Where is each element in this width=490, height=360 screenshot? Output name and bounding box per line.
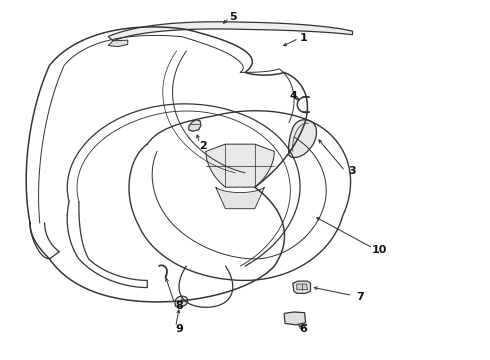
Text: 7: 7	[356, 292, 364, 302]
Polygon shape	[206, 144, 274, 187]
Polygon shape	[175, 296, 188, 306]
Polygon shape	[216, 187, 265, 209]
Text: 10: 10	[372, 245, 387, 255]
Text: 8: 8	[175, 301, 183, 311]
Polygon shape	[189, 120, 201, 131]
Polygon shape	[289, 120, 317, 157]
Text: 9: 9	[175, 324, 183, 334]
Polygon shape	[293, 281, 311, 293]
Polygon shape	[301, 325, 307, 328]
Polygon shape	[108, 22, 352, 41]
Text: 6: 6	[300, 324, 308, 334]
Text: 2: 2	[199, 141, 207, 151]
Text: 5: 5	[229, 12, 237, 22]
Text: 3: 3	[349, 166, 356, 176]
Polygon shape	[108, 40, 128, 46]
Text: 1: 1	[300, 33, 308, 43]
Polygon shape	[297, 284, 308, 290]
Polygon shape	[284, 312, 306, 325]
Text: 4: 4	[290, 91, 298, 101]
